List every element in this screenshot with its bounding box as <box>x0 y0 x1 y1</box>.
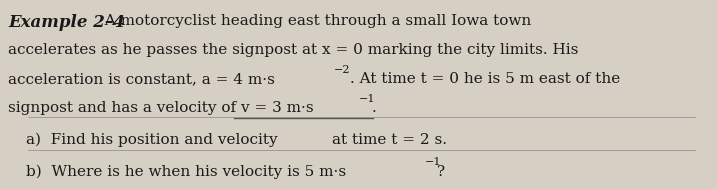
Text: A motorcyclist heading east through a small Iowa town: A motorcyclist heading east through a sm… <box>95 14 531 28</box>
Text: acceleration is constant, a = 4 m·s: acceleration is constant, a = 4 m·s <box>9 72 275 86</box>
Text: . At time t = 0 he is 5 m east of the: . At time t = 0 he is 5 m east of the <box>350 72 620 86</box>
Text: signpost and has a velocity of v = 3 m·s: signpost and has a velocity of v = 3 m·s <box>9 101 314 115</box>
Text: b)  Where is he when his velocity is 5 m·s: b) Where is he when his velocity is 5 m·… <box>26 164 346 179</box>
Text: a)  Find his position and velocity: a) Find his position and velocity <box>26 133 277 147</box>
Text: −2: −2 <box>334 65 351 75</box>
Text: −1: −1 <box>358 94 375 104</box>
Text: .: . <box>371 101 376 115</box>
Text: Example 2–4: Example 2–4 <box>9 14 125 31</box>
Text: −1: −1 <box>424 157 441 167</box>
Text: accelerates as he passes the signpost at x = 0 marking the city limits. His: accelerates as he passes the signpost at… <box>9 43 579 57</box>
Text: at time t = 2 s.: at time t = 2 s. <box>332 133 447 147</box>
Text: ?: ? <box>437 164 445 179</box>
